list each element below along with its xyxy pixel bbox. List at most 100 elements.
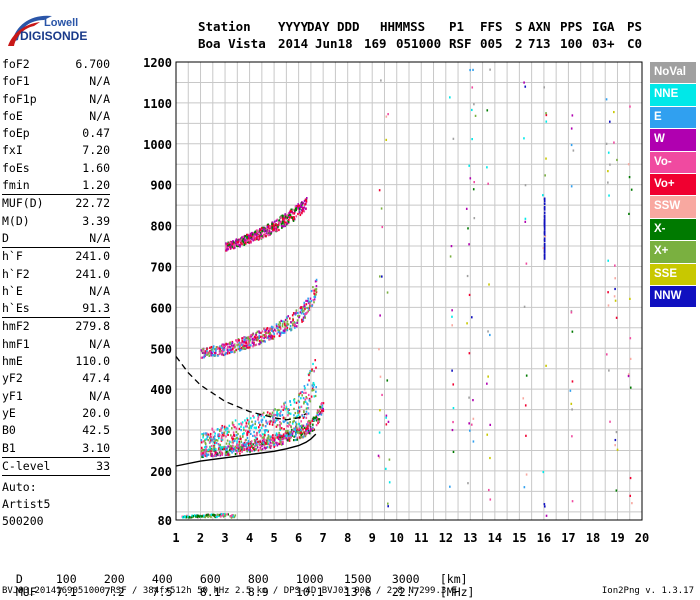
echo-point [467,482,469,485]
echo-point [209,350,212,354]
echo-point [231,438,234,441]
echo-point [523,305,526,308]
echo-point [266,429,269,432]
echo-point [233,247,235,250]
echo-point [254,441,257,444]
auto-line: Auto: [2,480,37,494]
param-row: h`E N/A [2,283,110,300]
echo-point [545,113,548,117]
echo-point [315,279,318,283]
param-name: h`F [2,249,23,264]
echo-point [284,328,286,331]
echo-point [307,406,310,410]
echo-point [474,114,477,117]
echo-point [252,414,254,418]
echo-point [294,438,297,442]
echo-point [295,208,297,212]
echo-point [227,450,229,453]
echo-point [284,330,286,333]
echo-point [225,351,227,355]
param-row: h`Es 91.3 [2,300,110,317]
echo-point [214,351,217,354]
echo-point [316,413,319,416]
legend-item-e: E [650,106,696,129]
echo-point [279,414,282,417]
echo-point [246,433,249,436]
echo-point [472,399,474,402]
echo-point [247,338,250,342]
echo-point [262,228,264,231]
echo-point [252,345,254,348]
echo-point [293,420,295,423]
echo-point [253,447,255,450]
echo-point [205,452,207,455]
echo-point [284,224,287,228]
echo-point [274,329,277,332]
echo-point [282,434,284,437]
echo-point [282,408,285,412]
echo-point [267,230,269,233]
echo-point [379,275,381,278]
echo-point [217,433,219,436]
echo-point [243,347,245,350]
plot-echoes [181,68,633,519]
echo-point [234,239,237,242]
echo-point [243,441,246,445]
echo-point [229,244,232,247]
param-row: C-level 33 [2,458,110,475]
echo-point [298,431,301,434]
footer-d-value: 400 [151,572,173,586]
echo-point [320,403,323,406]
echo-point [543,199,546,203]
echo-point [300,397,302,400]
echo-point [232,346,234,349]
echo-point [217,354,219,357]
echo-point [260,414,263,417]
echo-point [228,453,231,456]
echo-point [629,297,631,301]
echo-point [313,295,316,298]
echo-point [303,431,306,434]
echo-point [244,336,246,339]
echo-point [226,432,228,435]
echo-point [235,449,237,452]
echo-point [219,352,222,355]
param-row: yF2 47.4 [2,370,110,387]
header-value-2: Jun18 [315,36,353,51]
echo-point [212,350,214,353]
echo-point [248,346,251,349]
echo-point [290,208,293,211]
echo-point [451,309,453,312]
echo-point [468,293,471,297]
echo-point [263,230,266,233]
echo-point [210,437,212,440]
echo-point [306,397,308,400]
echo-point [223,347,226,350]
echo-point [267,234,270,237]
echo-point [239,245,241,248]
echo-point [252,448,255,451]
echo-point [254,439,257,442]
echo-point [543,215,546,218]
echo-point [276,414,279,417]
param-row: hmE 110.0 [2,353,110,370]
echo-point [220,512,223,516]
echo-point [302,435,305,438]
echo-point [296,428,298,431]
echo-point [385,467,387,470]
param-value: N/A [89,230,110,245]
echo-point [259,434,261,437]
echo-point [279,332,281,335]
param-row: foF1 N/A [2,73,110,90]
echo-point [266,227,269,230]
echo-point [232,444,234,447]
echo-point [201,454,203,457]
echo-point [252,434,254,438]
echo-point [291,432,294,435]
y-tick-label: 900 [150,179,172,193]
echo-point [296,436,299,439]
echo-point [303,415,306,419]
echo-point [543,230,546,234]
echo-point [466,322,468,325]
echo-point [207,448,210,452]
